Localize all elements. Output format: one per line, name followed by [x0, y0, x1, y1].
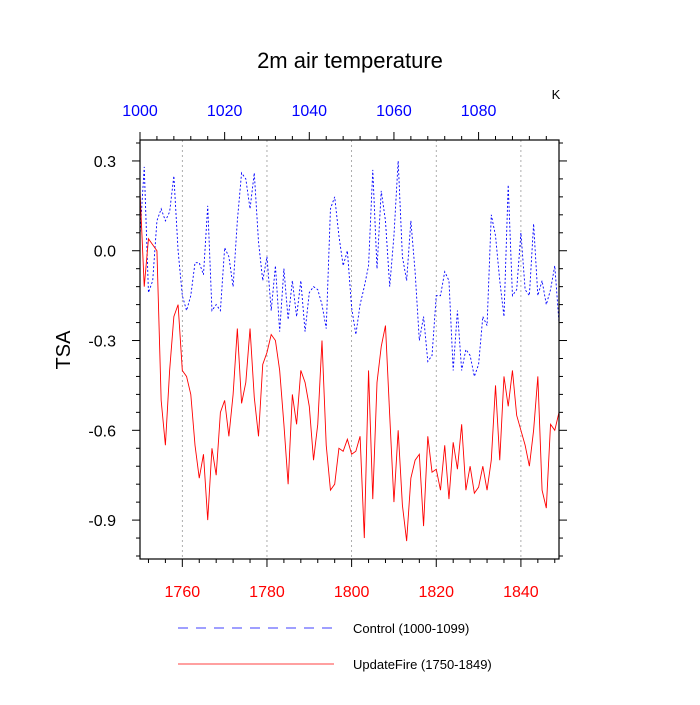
- y-tick-label: -0.6: [88, 423, 116, 440]
- y-tick-label: 0.0: [94, 244, 116, 261]
- x-bottom-tick-label: 1840: [503, 584, 539, 601]
- axis-ticks: 0.3 0.0 -0.3 -0.6 -0.9 1760 1780 1800 1820 1840 10…: [88, 103, 567, 601]
- x-bottom-tick-label: 1780: [249, 584, 285, 601]
- x-bottom-tick-label: 1760: [165, 584, 201, 601]
- x-top-tick-label: 1080: [461, 103, 497, 120]
- y-axis-label: TSA: [53, 330, 75, 370]
- x-bottom-tick-label: 1820: [418, 584, 454, 601]
- x-bottom-tick-label: 1800: [334, 584, 370, 601]
- series-line-control: [139, 160, 560, 379]
- grid-lines: [181, 140, 522, 559]
- x-top-tick-label: 1040: [291, 103, 327, 120]
- legend: Control (1000-1099) UpdateFire (1750-1849…: [178, 621, 492, 672]
- series-line-updatefire: [139, 190, 560, 542]
- x-top-tick-label: 1000: [122, 103, 158, 120]
- y-tick-label: -0.9: [88, 513, 116, 530]
- y-tick-label: 0.3: [94, 154, 116, 171]
- chart-title: 2m air temperature: [257, 48, 443, 73]
- legend-label: Control (1000-1099): [353, 621, 469, 636]
- unit-label: K: [552, 87, 561, 102]
- x-top-tick-label: 1060: [376, 103, 412, 120]
- x-top-tick-label: 1020: [207, 103, 243, 120]
- plot-frame: [139, 139, 560, 560]
- series-lines: [139, 160, 560, 542]
- y-tick-label: -0.3: [88, 334, 116, 351]
- legend-label: UpdateFire (1750-1849): [353, 657, 492, 672]
